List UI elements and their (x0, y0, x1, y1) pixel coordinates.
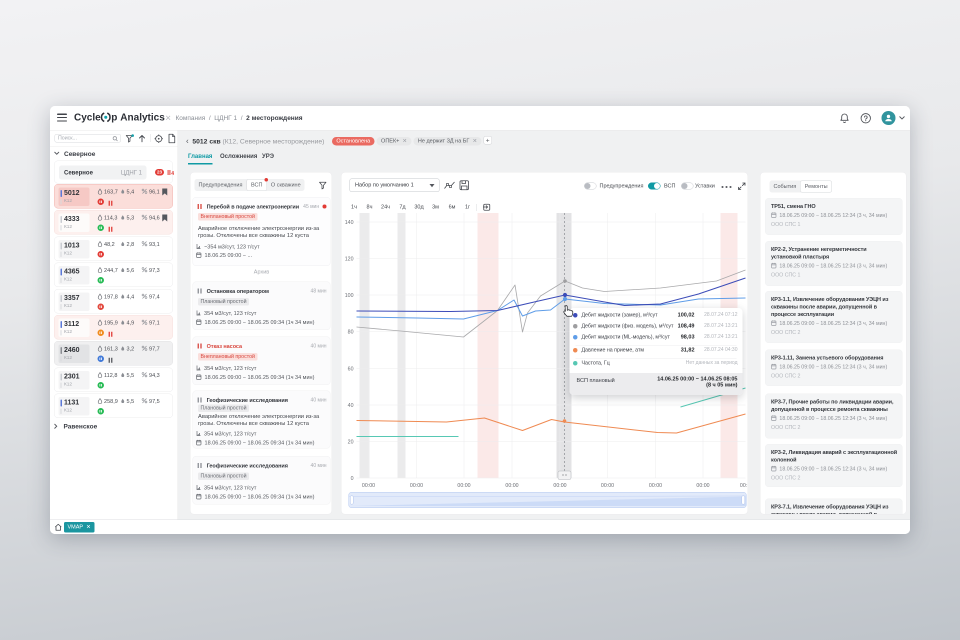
svg-text:140: 140 (345, 220, 354, 226)
svg-text:100: 100 (345, 293, 354, 299)
svg-text:00:00: 00:00 (505, 483, 518, 489)
svg-text:0: 0 (351, 476, 354, 482)
svg-text:120: 120 (345, 257, 354, 263)
svg-text:80: 80 (348, 330, 354, 336)
svg-text:00:00: 00:00 (696, 483, 709, 489)
svg-text:00:00: 00:00 (601, 483, 614, 489)
svg-text:4: 4 (171, 171, 174, 176)
svg-text:40: 40 (348, 403, 354, 409)
svg-text:00:00: 00:00 (553, 483, 566, 489)
svg-text:60: 60 (348, 367, 354, 373)
svg-text:00:00: 00:00 (362, 483, 375, 489)
svg-text:00:00: 00:00 (410, 483, 423, 489)
svg-text:00:00: 00:00 (649, 483, 662, 489)
svg-text:20: 20 (348, 440, 354, 446)
svg-text:00:00: 00:00 (457, 483, 470, 489)
svg-text:00:00: 00:00 (740, 483, 748, 489)
